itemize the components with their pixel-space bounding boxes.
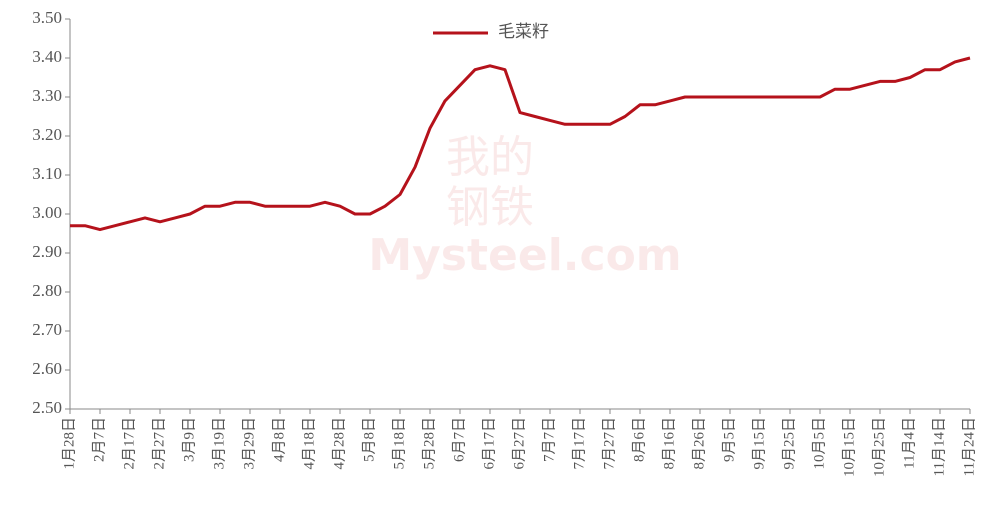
x-tick-label: 2月27日 [151,417,167,470]
series-line [70,56,971,232]
watermark: Mysteel.com [368,230,681,281]
x-tick-label: 4月18日 [301,417,317,470]
y-tick-label: 2.60 [32,359,62,378]
y-tick-label: 2.80 [32,281,62,300]
x-tick-label: 8月6日 [631,417,647,462]
x-tick-label: 10月15日 [841,417,857,477]
x-tick-label: 5月18日 [391,417,407,470]
x-tick-label: 6月27日 [511,417,527,470]
x-tick-label: 2月17日 [121,417,137,470]
watermark: 我的 [446,132,534,183]
legend-label: 毛菜籽 [498,22,549,41]
x-tick-label: 9月25日 [781,417,797,470]
x-tick-label: 2月7日 [91,417,107,462]
y-tick-label: 2.90 [32,242,62,261]
x-tick-label: 10月5日 [811,417,827,470]
y-tick-label: 3.50 [32,8,62,27]
x-tick-label: 3月19日 [211,417,227,470]
x-tick-label: 5月28日 [421,417,437,470]
x-tick-label: 9月5日 [721,417,737,462]
x-tick-label: 4月8日 [271,417,287,462]
x-tick-label: 9月15日 [751,417,767,470]
x-tick-label: 8月16日 [661,417,677,470]
x-tick-label: 4月28日 [331,417,347,470]
x-tick-label: 11月24日 [961,417,977,476]
x-tick-label: 11月14日 [931,417,947,476]
y-tick-label: 2.50 [32,398,62,417]
y-tick-label: 3.40 [32,47,62,66]
watermark: 钢铁 [446,182,534,233]
x-tick-label: 1月28日 [61,417,77,470]
x-tick-label: 7月7日 [541,417,557,462]
y-tick-label: 3.10 [32,164,62,183]
y-tick-label: 3.00 [32,203,62,222]
y-tick-label: 3.20 [32,125,62,144]
x-tick-label: 3月29日 [241,417,257,470]
x-tick-label: 7月27日 [601,417,617,470]
x-tick-label: 6月7日 [451,417,467,462]
y-tick-label: 3.30 [32,86,62,105]
x-tick-label: 5月8日 [361,417,377,462]
x-tick-label: 10月25日 [871,417,887,477]
x-tick-label: 6月17日 [481,417,497,470]
x-tick-label: 11月4日 [901,417,917,469]
x-tick-label: 7月17日 [571,417,587,470]
x-tick-label: 3月9日 [181,417,197,462]
y-tick-label: 2.70 [32,320,62,339]
x-tick-label: 8月26日 [691,417,707,470]
